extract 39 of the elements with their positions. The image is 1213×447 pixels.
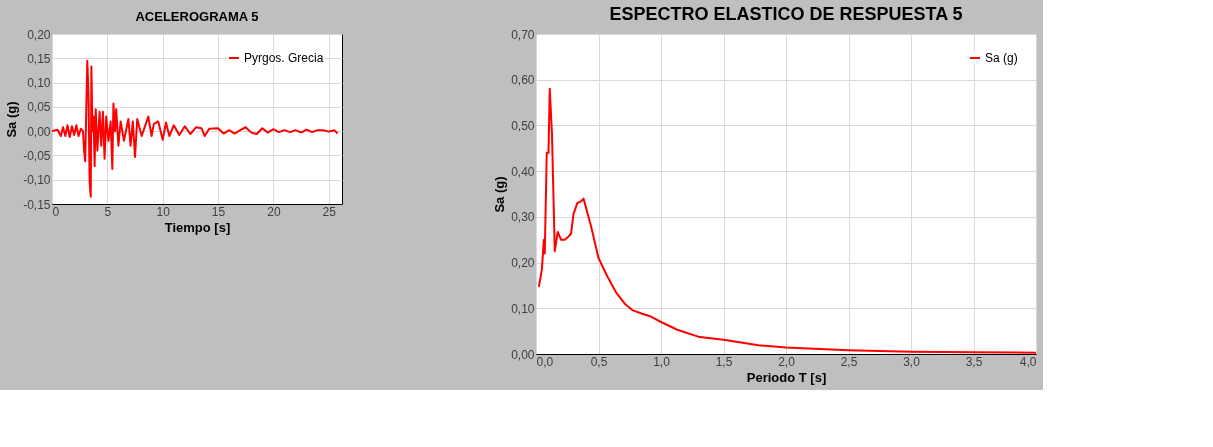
y-tick-label: 0,00 xyxy=(511,347,535,362)
x-tick-label: 10 xyxy=(156,204,171,219)
x-tick-label: 4,0 xyxy=(1019,354,1037,369)
x-tick-label: 0,5 xyxy=(590,354,608,369)
y-tick-label: -0,15 xyxy=(23,197,51,212)
x-tick-label: 1,5 xyxy=(715,354,733,369)
legend-label: Sa (g) xyxy=(985,51,1018,65)
y-tick-label: 0,00 xyxy=(27,124,51,139)
y-tick-label: -0,05 xyxy=(23,148,51,163)
y-tick-label: -0,10 xyxy=(23,173,51,188)
x-tick-label: 1,0 xyxy=(653,354,671,369)
y-tick-label: 0,60 xyxy=(511,73,535,88)
y-axis-title: Sa (g) xyxy=(4,101,20,138)
x-tick-label: 2,0 xyxy=(778,354,796,369)
x-tick-label: 15 xyxy=(211,204,226,219)
y-tick-label: 0,20 xyxy=(27,27,51,42)
y-tick-label: 0,10 xyxy=(27,76,51,91)
x-tick-label: 20 xyxy=(267,204,281,219)
y-tick-label: 0,40 xyxy=(511,164,535,179)
x-tick-label: 2,5 xyxy=(840,354,858,369)
y-tick-label: 0,70 xyxy=(511,27,535,42)
y-tick-label: 0,20 xyxy=(511,256,535,271)
y-tick-label: 0,10 xyxy=(511,301,535,316)
x-axis-title: Periodo T [s] xyxy=(746,369,827,385)
y-axis-title: Sa (g) xyxy=(492,176,508,213)
x-axis-title: Tiempo [s] xyxy=(164,219,231,235)
y-tick-label: 0,05 xyxy=(27,100,51,115)
chart-title: ACELEROGRAMA 5 xyxy=(135,9,259,24)
x-tick-label: 0 xyxy=(52,204,60,219)
x-tick-label: 0,0 xyxy=(536,354,554,369)
legend-label: Pyrgos. Grecia xyxy=(244,51,324,65)
x-tick-label: 3,5 xyxy=(965,354,983,369)
x-tick-label: 3,0 xyxy=(903,354,921,369)
y-tick-label: 0,30 xyxy=(511,210,535,225)
x-tick-label: 5 xyxy=(104,204,112,219)
y-tick-label: 0,50 xyxy=(511,118,535,133)
x-tick-label: 25 xyxy=(322,204,337,219)
y-tick-label: 0,15 xyxy=(27,51,51,66)
chart-title: ESPECTRO ELASTICO DE RESPUESTA 5 xyxy=(609,4,963,24)
